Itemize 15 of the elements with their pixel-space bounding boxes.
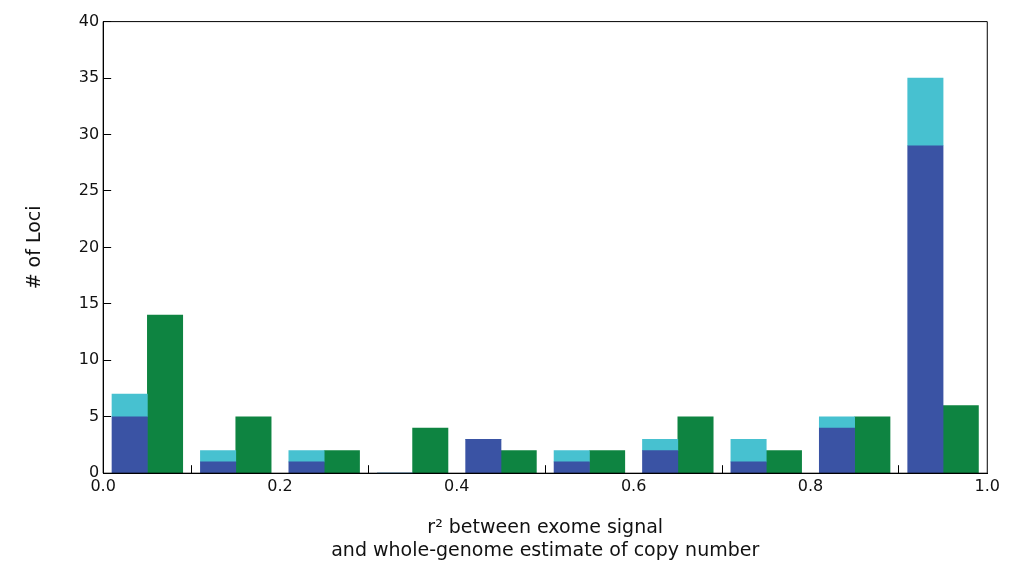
y-tick-label: 15: [78, 293, 100, 313]
x-tick-label: 0.2: [267, 475, 293, 495]
x-tick-label: 0.4: [444, 475, 470, 495]
x-axis-title: r² between exome signal and whole-genome estimate of copy number: [331, 514, 760, 560]
x-tick-label: 1.0: [974, 475, 1000, 495]
y-tick-label: 20: [78, 236, 100, 256]
y-tick-label: 30: [78, 123, 100, 143]
y-tick-label: 10: [78, 349, 100, 369]
x-tick-label: 0.8: [797, 475, 824, 495]
y-tick-label: 40: [78, 10, 100, 30]
y-tick-label: 25: [78, 180, 100, 200]
y-axis-title: # of Loci: [22, 205, 45, 290]
x-tick-label: 0.6: [620, 475, 647, 495]
y-tick-label: 35: [78, 67, 100, 87]
y-tick-label: 5: [88, 405, 100, 425]
